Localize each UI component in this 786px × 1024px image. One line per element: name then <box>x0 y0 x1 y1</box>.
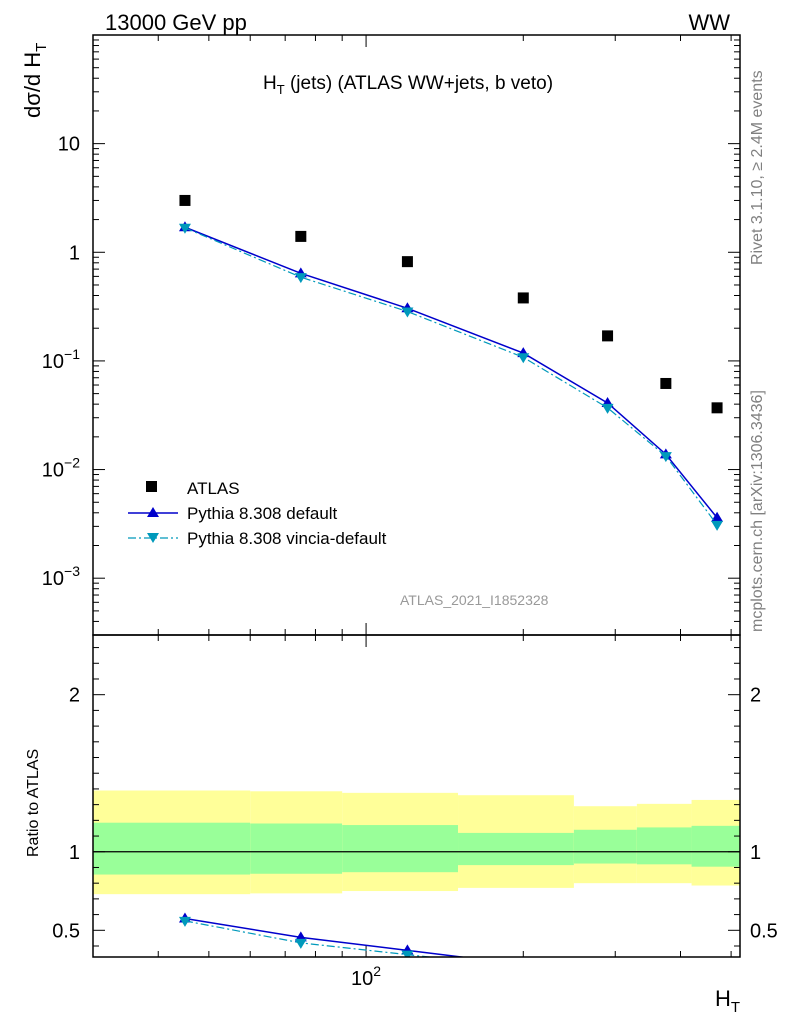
pythia-vincia-line <box>184 227 718 526</box>
ratio-series-layer <box>178 912 468 957</box>
x-axis-label: HT <box>715 986 740 1016</box>
main-series-layer <box>178 194 724 531</box>
y-tick-label: 10−2 <box>42 455 80 482</box>
legend-item-pythia-vincia: Pythia 8.308 vincia-default <box>128 529 387 548</box>
rivet-label: Rivet 3.1.10, ≥ 2.4M events <box>749 70 766 265</box>
pythia-vincia-point <box>659 452 672 463</box>
legend-item-pythia-default: Pythia 8.308 default <box>128 504 338 523</box>
atlas-data-point <box>602 330 614 342</box>
ratio-vincia-point <box>178 916 191 927</box>
analysis-watermark: ATLAS_2021_I1852328 <box>400 592 549 608</box>
inner-uncertainty-band <box>250 823 343 874</box>
atlas-data-point <box>295 230 307 242</box>
atlas-data-point <box>517 292 529 304</box>
ratio-default-line <box>184 917 468 957</box>
ratio-y-tick-label-right: 1 <box>750 842 761 864</box>
legend-label-default: Pythia 8.308 default <box>187 504 338 523</box>
legend-square-marker <box>146 481 157 492</box>
inner-uncertainty-band <box>691 825 740 867</box>
ratio-plot-frame <box>92 634 741 958</box>
x-tick-label: 102 <box>351 963 381 990</box>
legend-label-vincia: Pythia 8.308 vincia-default <box>187 529 387 548</box>
main-plot-panel: 10−3 10−2 10−1 1 10 HT (jets) (ATLAS WW+jets… <box>20 34 741 957</box>
ratio-uncertainty-bands <box>93 790 740 895</box>
atlas-data-point <box>179 194 191 206</box>
plot-title: HT (jets) (ATLAS WW+jets, b veto) <box>263 73 553 97</box>
pythia-vincia-point <box>517 353 530 364</box>
pythia-default-line <box>184 226 718 519</box>
atlas-data-point <box>401 256 413 268</box>
ratio-y-axis-label: Ratio to ATLAS <box>25 749 42 857</box>
ratio-y-tick-label: 0.5 <box>52 920 80 942</box>
legend-item-atlas: ATLAS <box>146 479 240 498</box>
atlas-data-point <box>660 377 672 389</box>
inner-uncertainty-band <box>458 832 574 866</box>
ratio-y-tick-label: 1 <box>69 842 80 864</box>
legend-label-atlas: ATLAS <box>187 479 240 498</box>
y-tick-label: 10−3 <box>42 563 80 590</box>
pythia-default-point <box>711 511 724 522</box>
ratio-plot-panel: 102 0.5 0.5 1 1 2 2 Ratio to ATLAS HT <box>25 634 778 1016</box>
inner-uncertainty-band <box>636 827 692 865</box>
ratio-axis-ticks: 102 0.5 0.5 1 1 2 2 <box>52 647 778 990</box>
inner-uncertainty-band <box>573 829 637 864</box>
inner-uncertainty-band <box>93 822 251 875</box>
ratio-y-tick-label-right: 0.5 <box>750 920 778 942</box>
ratio-vincia-line <box>184 920 435 957</box>
y-axis-label: dσ/d HT <box>20 43 50 118</box>
inner-uncertainty-band <box>342 825 459 873</box>
ratio-y-tick-label: 2 <box>69 685 80 707</box>
header-process: WW <box>688 10 730 35</box>
pythia-vincia-point <box>401 307 414 318</box>
mcplots-label: mcplots.cern.ch [arXiv:1306.3436] <box>749 390 766 632</box>
pythia-vincia-point <box>711 520 724 531</box>
pythia-vincia-point <box>294 273 307 284</box>
ratio-vincia-point <box>294 938 307 949</box>
legend-triangle-up-marker <box>147 507 159 517</box>
atlas-data-point <box>711 402 723 414</box>
y-tick-label: 10−1 <box>42 346 80 373</box>
header-energy: 13000 GeV pp <box>105 10 247 35</box>
ratio-y-tick-label-right: 2 <box>750 685 761 707</box>
pythia-vincia-point <box>601 403 614 414</box>
y-tick-label: 10 <box>58 134 80 156</box>
ratio-vincia-point <box>401 950 414 957</box>
y-tick-label: 1 <box>69 242 80 264</box>
legend-triangle-down-marker <box>147 533 159 543</box>
pythia-vincia-point <box>178 223 191 234</box>
legend: ATLAS Pythia 8.308 default Pythia 8.308 … <box>128 479 387 548</box>
